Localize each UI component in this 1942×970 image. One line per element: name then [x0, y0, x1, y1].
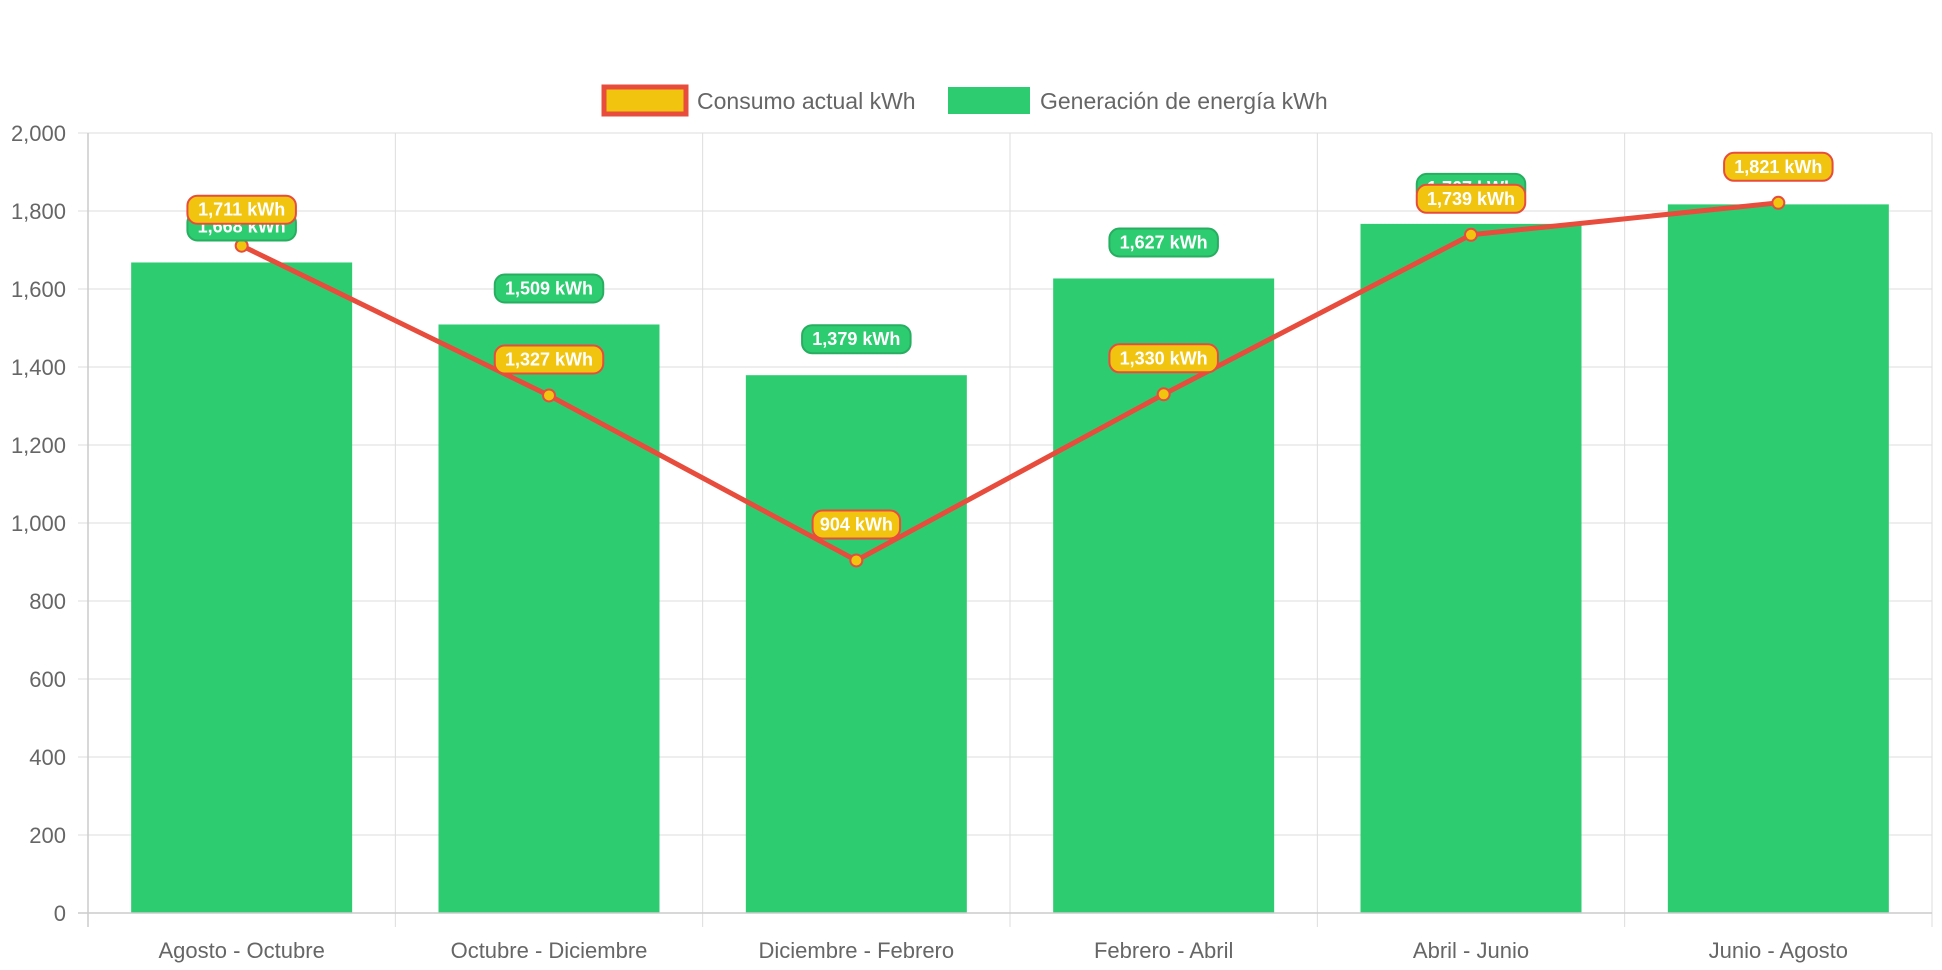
- y-tick-label: 200: [29, 823, 66, 848]
- generation-bar[interactable]: [1360, 223, 1582, 913]
- legend-label-generation: Generación de energía kWh: [1040, 88, 1328, 114]
- generation-bar[interactable]: [438, 324, 660, 913]
- legend-swatch-consumption: [601, 84, 689, 117]
- x-tick-label: Junio - Agosto: [1709, 938, 1848, 963]
- generation-data-label-text: 1,509 kWh: [505, 278, 593, 298]
- generation-bar[interactable]: [131, 262, 353, 914]
- consumption-point[interactable]: [542, 388, 556, 403]
- generation-data-label: 1,627 kWh: [1108, 227, 1219, 258]
- consumption-data-label-text: 1,327 kWh: [505, 349, 593, 369]
- consumption-data-label-text: 1,739 kWh: [1427, 189, 1515, 209]
- y-tick-label: 0: [54, 901, 66, 926]
- consumption-data-label: 1,739 kWh: [1415, 183, 1527, 214]
- legend-label-consumption: Consumo actual kWh: [697, 88, 916, 114]
- legend-swatch-generation: [948, 87, 1030, 114]
- generation-data-label: 1,509 kWh: [493, 273, 605, 304]
- y-tick-label: 1,200: [11, 433, 66, 458]
- generation-bars: [131, 204, 1889, 914]
- x-tick-label: Diciembre - Febrero: [759, 938, 955, 963]
- y-tick-label: 400: [29, 745, 66, 770]
- consumption-data-label-bg: [811, 509, 902, 540]
- consumption-data-label: 1,327 kWh: [493, 344, 605, 375]
- consumption-point[interactable]: [1464, 227, 1478, 242]
- grid-lines: [78, 132, 1933, 927]
- consumption-point[interactable]: [234, 238, 249, 253]
- legend-item-consumption[interactable]: Consumo actual kWh: [601, 84, 916, 117]
- consumption-data-label: 1,821 kWh: [1723, 151, 1834, 182]
- x-tick-label: Abril - Junio: [1413, 938, 1529, 963]
- generation-data-label-text: 1,627 kWh: [1120, 232, 1208, 252]
- y-tick-label: 1,400: [11, 355, 66, 380]
- consumption-point[interactable]: [849, 553, 864, 568]
- generation-data-label-bg: [1108, 227, 1219, 258]
- consumption-data-label-text: 1,711 kWh: [198, 200, 285, 220]
- consumption-data-label: 1,711 kWh: [186, 194, 297, 225]
- consumption-data-label-text: 1,821 kWh: [1734, 157, 1822, 177]
- consumption-data-label-text: 904 kWh: [820, 514, 893, 534]
- consumption-data-label-text: 1,330 kWh: [1120, 348, 1208, 368]
- generation-bar[interactable]: [745, 375, 967, 913]
- generation-bar[interactable]: [1053, 278, 1275, 914]
- legend-item-generation[interactable]: Generación de energía kWh: [948, 87, 1328, 114]
- consumption-data-label: 1,330 kWh: [1108, 343, 1219, 374]
- y-tick-label: 1,000: [11, 511, 66, 536]
- generation-data-label: 1,379 kWh: [801, 324, 912, 355]
- generation-data-label-bg: [493, 273, 605, 304]
- consumption-data-label: 904 kWh: [811, 509, 902, 540]
- consumption-data-label-bg: [493, 344, 605, 375]
- consumption-data-label-bg: [186, 194, 297, 225]
- consumption-point[interactable]: [1771, 195, 1786, 210]
- x-tick-label: Octubre - Diciembre: [451, 938, 648, 963]
- y-tick-label: 600: [29, 667, 66, 692]
- consumption-data-label-bg: [1108, 343, 1219, 374]
- consumption-data-label-bg: [1415, 183, 1527, 214]
- consumption-data-label-bg: [1723, 151, 1834, 182]
- y-tick-label: 1,600: [11, 277, 66, 302]
- x-tick-label: Agosto - Octubre: [159, 938, 325, 963]
- generation-data-label-bg: [801, 324, 912, 355]
- generation-data-label-text: 1,379 kWh: [812, 329, 900, 349]
- legend[interactable]: Consumo actual kWh Generación de energía…: [601, 84, 1328, 117]
- x-tick-label: Febrero - Abril: [1094, 938, 1233, 963]
- y-tick-label: 2,000: [11, 121, 66, 146]
- y-tick-label: 1,800: [11, 199, 66, 224]
- axes: 0 200 400 600 800 1,000 1,200 1,400 1,600 1,800 2,…: [11, 121, 1932, 963]
- consumption-point[interactable]: [1156, 387, 1171, 402]
- generation-bar[interactable]: [1667, 204, 1889, 913]
- y-tick-label: 800: [29, 589, 66, 614]
